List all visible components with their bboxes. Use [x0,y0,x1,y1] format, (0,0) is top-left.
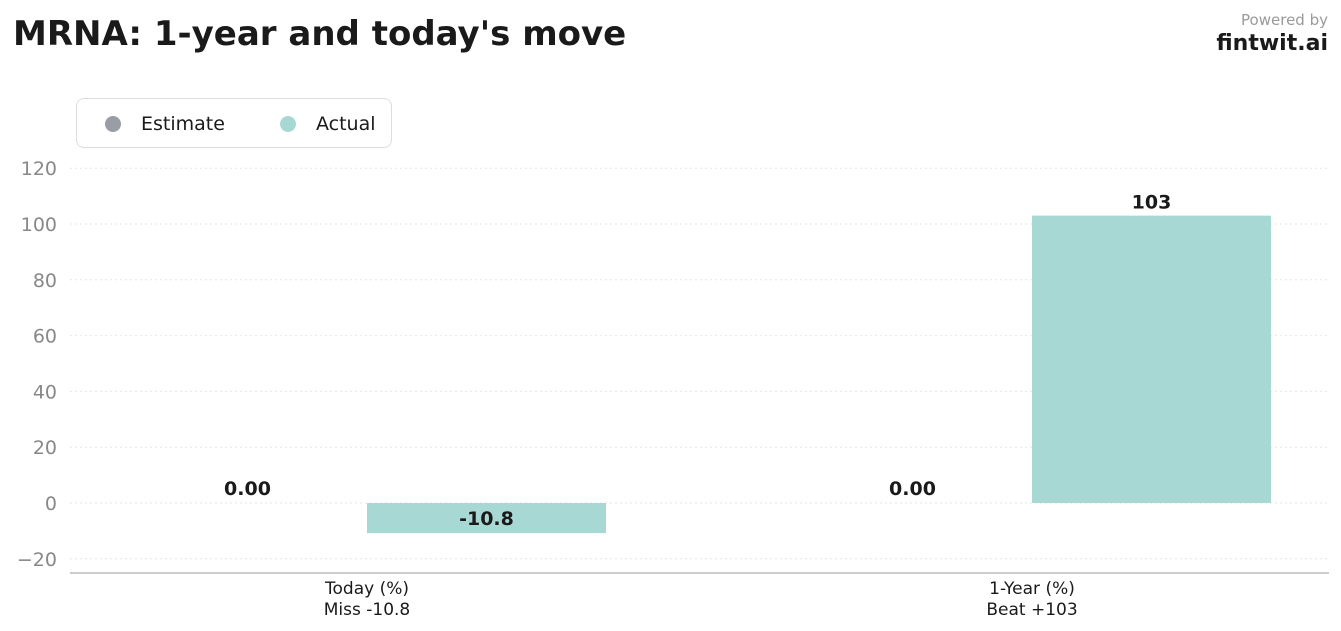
data-label-estimate: 0.00 [224,478,271,500]
y-tick-label: 20 [33,437,57,459]
y-tick-label: 80 [33,270,57,292]
data-label-actual: 103 [1132,192,1172,214]
chart-legend: Estimate Actual [76,98,392,148]
x-category-label: 1-Year (%) [989,579,1075,599]
powered-by-label: Powered by [1241,11,1328,29]
bar-actual [1032,215,1271,503]
legend-swatch-actual [280,116,296,132]
y-tick-label: −20 [17,549,57,571]
legend-label-actual: Actual [316,113,376,135]
legend-item-estimate[interactable]: Estimate [105,113,225,135]
data-label-actual: -10.8 [459,508,514,530]
y-tick-label: 0 [45,493,57,515]
y-tick-label: 100 [21,214,57,236]
bar-actual [367,503,606,534]
brand-logo-text: fintwit.ai [1216,31,1328,56]
y-tick-label: 60 [33,326,57,348]
x-category-sublabel: Miss -10.8 [324,600,411,620]
y-tick-label: 40 [33,381,57,403]
data-label-estimate: 0.00 [889,478,936,500]
x-category-sublabel: Beat +103 [986,600,1077,620]
y-tick-label: 120 [21,158,57,180]
chart-title: MRNA: 1-year and today's move [13,14,627,54]
legend-label-estimate: Estimate [141,113,225,135]
legend-item-actual[interactable]: Actual [280,113,376,135]
legend-swatch-estimate [105,116,121,132]
x-category-label: Today (%) [324,579,409,599]
